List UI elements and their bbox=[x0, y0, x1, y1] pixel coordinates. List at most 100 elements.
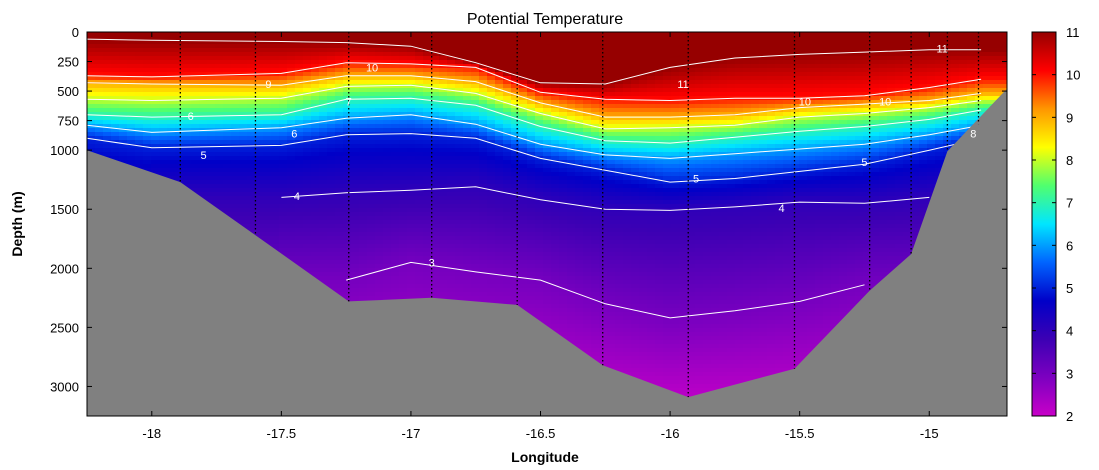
heat-cell bbox=[495, 60, 504, 65]
heat-cell bbox=[455, 72, 464, 77]
heat-cell bbox=[423, 192, 432, 197]
heat-cell bbox=[415, 160, 424, 165]
heat-cell bbox=[87, 128, 96, 133]
heat-cell bbox=[239, 88, 248, 93]
heat-cell bbox=[255, 212, 264, 217]
heat-cell bbox=[391, 68, 400, 73]
heat-cell bbox=[263, 164, 272, 169]
heat-cell bbox=[367, 264, 376, 269]
heat-cell bbox=[415, 212, 424, 217]
heat-cell bbox=[151, 108, 160, 113]
heat-cell bbox=[215, 92, 224, 97]
heat-cell bbox=[239, 108, 248, 113]
heat-cell bbox=[487, 72, 496, 77]
heat-cell bbox=[287, 32, 296, 37]
heat-cell bbox=[295, 36, 304, 41]
heat-cell bbox=[391, 248, 400, 253]
heat-cell bbox=[463, 176, 472, 181]
heat-cell bbox=[135, 68, 144, 73]
heat-cell bbox=[447, 160, 456, 165]
heat-cell bbox=[479, 88, 488, 93]
heat-cell bbox=[143, 80, 152, 85]
heat-cell bbox=[327, 84, 336, 89]
heat-cell bbox=[143, 76, 152, 81]
heat-cell bbox=[151, 68, 160, 73]
heat-cell bbox=[135, 40, 144, 45]
heat-cell bbox=[415, 60, 424, 65]
heat-cell bbox=[319, 156, 328, 161]
heat-cell bbox=[295, 100, 304, 105]
heat-cell bbox=[151, 168, 160, 173]
heat-cell bbox=[199, 104, 208, 109]
heat-cell bbox=[159, 36, 168, 41]
heat-cell bbox=[175, 144, 184, 149]
heat-cell bbox=[271, 68, 280, 73]
heat-cell bbox=[135, 148, 144, 153]
heat-cell bbox=[263, 88, 272, 93]
heat-cell bbox=[351, 48, 360, 53]
heat-cell bbox=[343, 240, 352, 245]
heat-cell bbox=[439, 80, 448, 85]
heat-cell bbox=[135, 84, 144, 89]
heat-cell bbox=[479, 112, 488, 117]
heat-cell bbox=[447, 268, 456, 273]
heat-cell bbox=[191, 188, 200, 193]
heat-cell bbox=[279, 204, 288, 209]
heat-cell bbox=[479, 240, 488, 245]
heat-cell bbox=[223, 164, 232, 169]
heat-cell bbox=[135, 48, 144, 53]
heat-cell bbox=[375, 228, 384, 233]
heat-cell bbox=[391, 240, 400, 245]
heat-cell bbox=[279, 100, 288, 105]
heat-cell bbox=[343, 32, 352, 37]
heat-cell bbox=[191, 124, 200, 129]
heat-cell bbox=[423, 212, 432, 217]
heat-cell bbox=[455, 196, 464, 201]
heat-cell bbox=[455, 268, 464, 273]
heat-cell bbox=[167, 84, 176, 89]
heat-cell bbox=[303, 252, 312, 257]
heat-cell bbox=[271, 100, 280, 105]
heat-cell bbox=[127, 92, 136, 97]
heat-cell bbox=[431, 68, 440, 73]
heat-cell bbox=[319, 240, 328, 245]
heat-cell bbox=[343, 52, 352, 57]
heat-cell bbox=[151, 72, 160, 77]
heat-cell bbox=[351, 76, 360, 81]
heat-cell bbox=[447, 168, 456, 173]
heat-cell bbox=[415, 176, 424, 181]
heat-cell bbox=[487, 56, 496, 61]
heat-cell bbox=[95, 44, 104, 49]
heat-cell bbox=[183, 164, 192, 169]
heat-cell bbox=[295, 244, 304, 249]
heat-cell bbox=[343, 176, 352, 181]
heat-cell bbox=[103, 72, 112, 77]
heat-cell bbox=[407, 288, 416, 293]
heat-cell bbox=[295, 164, 304, 169]
heat-cell bbox=[359, 172, 368, 177]
heat-cell bbox=[271, 196, 280, 201]
heat-cell bbox=[383, 60, 392, 65]
heat-cell bbox=[119, 64, 128, 69]
heat-cell bbox=[335, 104, 344, 109]
heat-cell bbox=[127, 36, 136, 41]
heat-cell bbox=[407, 88, 416, 93]
heat-cell bbox=[183, 136, 192, 141]
heat-cell bbox=[391, 212, 400, 217]
heat-cell bbox=[367, 236, 376, 241]
heat-cell bbox=[247, 188, 256, 193]
heat-cell bbox=[87, 64, 96, 69]
heat-cell bbox=[311, 180, 320, 185]
heat-cell bbox=[279, 224, 288, 229]
heat-cell bbox=[103, 152, 112, 157]
heat-cell bbox=[87, 32, 96, 37]
heat-cell bbox=[375, 296, 384, 301]
heat-cell bbox=[287, 104, 296, 109]
heat-cell bbox=[183, 72, 192, 77]
heat-cell bbox=[415, 168, 424, 173]
heat-cell bbox=[431, 180, 440, 185]
heat-cell bbox=[231, 48, 240, 53]
heat-cell bbox=[111, 104, 120, 109]
heat-cell bbox=[191, 48, 200, 53]
heat-cell bbox=[343, 88, 352, 93]
